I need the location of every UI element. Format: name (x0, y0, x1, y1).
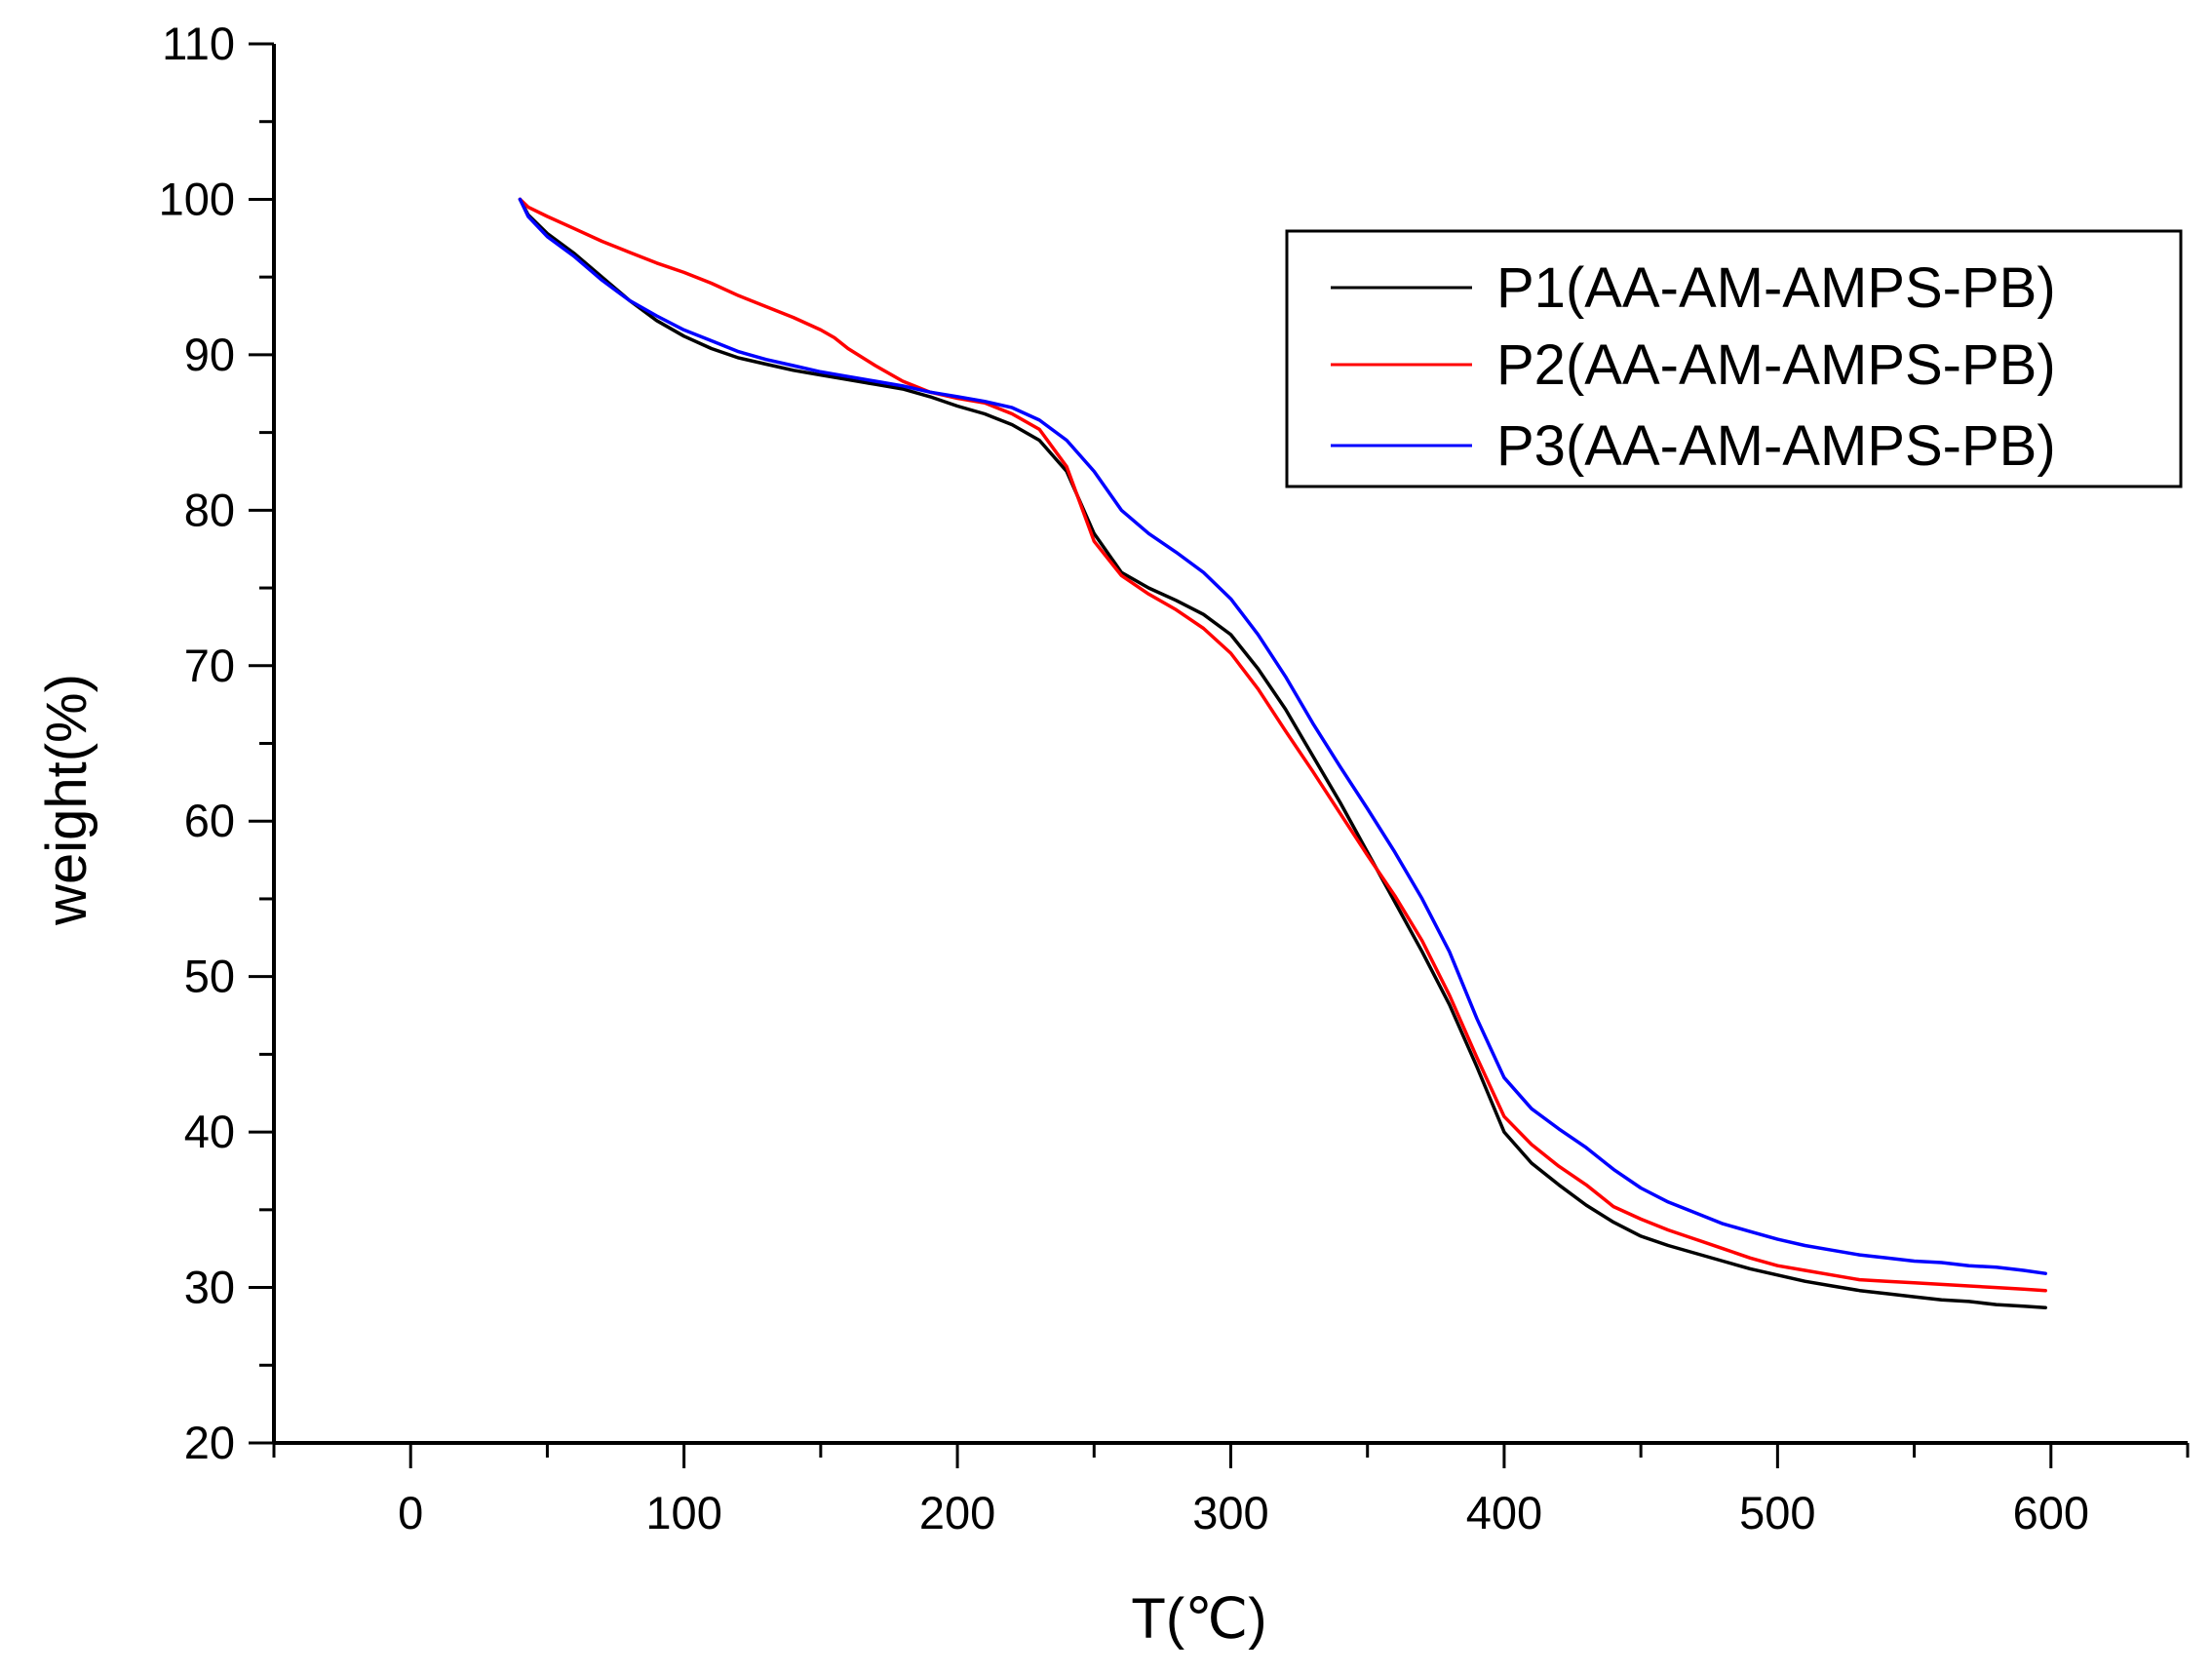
y-tick-label: 100 (159, 173, 235, 224)
series-line-p2 (518, 197, 2047, 1293)
y-tick-label: 90 (184, 329, 235, 380)
legend-box (1285, 229, 2183, 488)
series-line-p3 (518, 197, 2047, 1275)
x-tick-label: 500 (1739, 1487, 1815, 1538)
x-tick-label: 200 (919, 1487, 995, 1538)
series-layer (518, 197, 2047, 1310)
y-tick-label: 70 (184, 640, 235, 691)
x-tick-label: 0 (398, 1487, 423, 1538)
y-tick-label: 50 (184, 951, 235, 1002)
y-tick-label: 40 (184, 1106, 235, 1157)
y-axis-title: weight(%) (35, 674, 98, 926)
series-line-p1 (518, 197, 2047, 1310)
y-tick-label: 110 (162, 18, 235, 69)
legend-label-p2: P2(AA-AM-AMPS-PB) (1496, 333, 2056, 397)
legend-label-p3: P3(AA-AM-AMPS-PB) (1496, 414, 2056, 478)
x-tick-label: 400 (1466, 1487, 1542, 1538)
y-tick-label: 80 (184, 484, 235, 535)
y-tick-label: 30 (184, 1262, 235, 1313)
x-tick-label: 100 (645, 1487, 721, 1538)
legend: P1(AA-AM-AMPS-PB) P2(AA-AM-AMPS-PB) P3(A… (1285, 229, 2183, 488)
legend-label-p1: P1(AA-AM-AMPS-PB) (1496, 256, 2056, 320)
ticks-layer: 20 30 40 50 60 70 80 90 100 110 0 100 200 300 400 500 60… (159, 18, 2190, 1538)
x-axis-title: T(℃) (1131, 1587, 1266, 1651)
y-tick-label: 60 (184, 795, 235, 846)
y-tick-label: 20 (184, 1417, 235, 1468)
x-tick-label: 300 (1192, 1487, 1268, 1538)
x-tick-label: 600 (2013, 1487, 2089, 1538)
